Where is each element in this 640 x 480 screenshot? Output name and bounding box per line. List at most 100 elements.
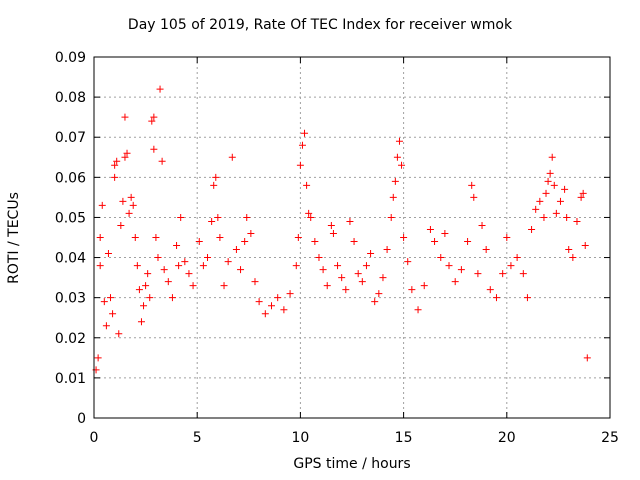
data-point <box>474 270 482 278</box>
data-point <box>387 213 395 221</box>
data-point <box>129 201 137 209</box>
data-point <box>247 229 255 237</box>
data-point <box>468 181 476 189</box>
data-point <box>146 294 154 302</box>
data-point <box>420 282 428 290</box>
data-point <box>195 238 203 246</box>
data-point <box>478 221 486 229</box>
data-point <box>536 197 544 205</box>
x-tick-label: 0 <box>90 430 99 446</box>
data-point <box>577 193 585 201</box>
y-tick-label: 0.08 <box>55 90 86 106</box>
y-tick-label: 0.02 <box>55 331 86 347</box>
data-point <box>158 157 166 165</box>
data-point <box>133 262 141 270</box>
data-point <box>367 250 375 258</box>
data-point <box>319 266 327 274</box>
data-point <box>546 169 554 177</box>
data-point <box>119 197 127 205</box>
data-point <box>292 262 300 270</box>
x-tick-label: 10 <box>291 430 309 446</box>
data-point <box>111 173 119 181</box>
y-tick-label: 0.09 <box>55 50 86 66</box>
data-point <box>565 246 573 254</box>
y-tick-label: 0.04 <box>55 251 86 267</box>
data-point <box>408 286 416 294</box>
data-point <box>389 193 397 201</box>
data-point <box>523 294 531 302</box>
y-tick-label: 0.01 <box>55 371 86 387</box>
data-point <box>204 254 212 262</box>
data-point <box>111 161 119 169</box>
data-point <box>125 209 133 217</box>
data-point <box>137 318 145 326</box>
y-tick-label: 0.03 <box>55 291 86 307</box>
data-point <box>311 238 319 246</box>
data-point <box>329 229 337 237</box>
data-point <box>261 310 269 318</box>
data-point <box>210 181 218 189</box>
data-point <box>499 270 507 278</box>
data-point <box>156 85 164 93</box>
data-point <box>327 221 335 229</box>
data-point <box>160 266 168 274</box>
data-point <box>181 258 189 266</box>
data-point <box>224 258 232 266</box>
data-point <box>457 266 465 274</box>
data-point <box>220 282 228 290</box>
data-point <box>552 209 560 217</box>
data-point <box>98 201 106 209</box>
data-point <box>268 302 276 310</box>
data-point <box>519 270 527 278</box>
data-point <box>214 213 222 221</box>
data-point <box>208 217 216 225</box>
data-point <box>573 217 581 225</box>
data-point <box>121 113 129 121</box>
data-point <box>492 294 500 302</box>
data-point <box>507 262 515 270</box>
plot-frame <box>93 56 611 419</box>
data-point <box>305 209 313 217</box>
data-point <box>123 149 131 157</box>
data-point <box>375 290 383 298</box>
data-point <box>109 310 117 318</box>
data-point <box>154 254 162 262</box>
data-point <box>212 173 220 181</box>
data-point <box>168 294 176 302</box>
data-point <box>404 258 412 266</box>
data-point <box>561 185 569 193</box>
data-point <box>148 117 156 125</box>
data-point <box>431 238 439 246</box>
data-point <box>301 129 309 137</box>
data-point <box>175 262 183 270</box>
data-point <box>274 294 282 302</box>
data-point <box>354 270 362 278</box>
data-point <box>513 254 521 262</box>
data-point <box>579 189 587 197</box>
data-point <box>383 246 391 254</box>
data-point <box>228 153 236 161</box>
data-point <box>315 254 323 262</box>
data-point <box>542 189 550 197</box>
data-point <box>127 193 135 201</box>
data-point <box>350 238 358 246</box>
data-point <box>107 294 115 302</box>
data-point <box>104 250 112 258</box>
data-point <box>346 217 354 225</box>
data-point <box>216 234 224 241</box>
data-point <box>243 213 251 221</box>
data-point <box>426 225 434 233</box>
data-point <box>115 330 123 338</box>
data-point <box>135 286 143 294</box>
data-point <box>563 213 571 221</box>
data-point <box>323 282 331 290</box>
data-point <box>199 262 207 270</box>
data-point <box>164 278 172 286</box>
data-point <box>451 278 459 286</box>
data-point <box>142 282 150 290</box>
x-tick-label: 20 <box>498 430 516 446</box>
data-point <box>189 282 197 290</box>
data-point <box>581 242 589 250</box>
x-axis-label: GPS time / hours <box>293 456 411 472</box>
data-point <box>437 254 445 262</box>
